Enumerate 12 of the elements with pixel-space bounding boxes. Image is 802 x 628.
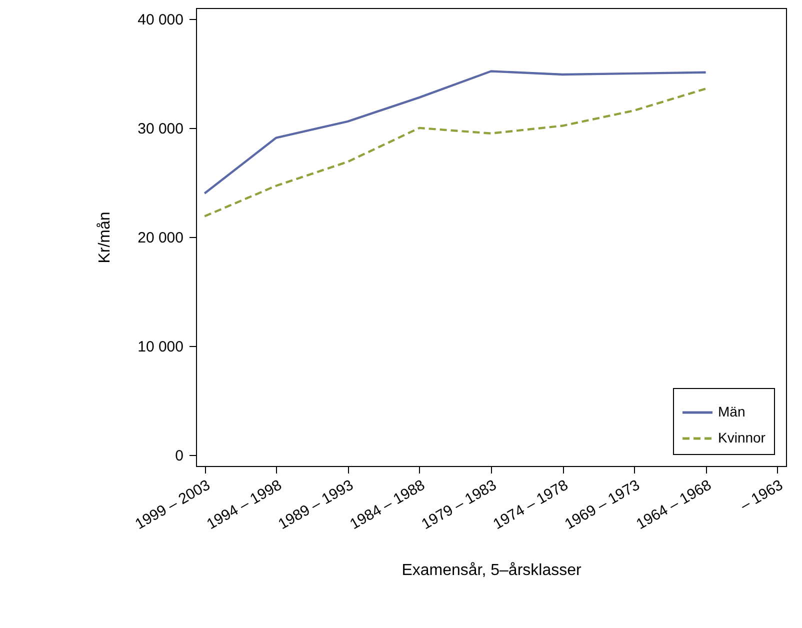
line-series (203, 70, 707, 194)
x-tick-label: – 1963 (738, 476, 786, 514)
y-tick-label: 20 000 (138, 230, 184, 246)
y-tick-label: 40 000 (138, 11, 184, 28)
legend-label: Män (718, 404, 746, 420)
y-axis-title: Kr/mån (96, 212, 114, 264)
legend-label: Kvinnor (718, 430, 766, 446)
y-tick-label: 30 000 (138, 120, 184, 138)
y-tick-label: 0 (175, 448, 184, 465)
line-series (203, 88, 707, 218)
y-tick-label: 10 000 (138, 338, 184, 356)
x-axis-title: Examensår, 5–årsklasser (402, 562, 582, 580)
